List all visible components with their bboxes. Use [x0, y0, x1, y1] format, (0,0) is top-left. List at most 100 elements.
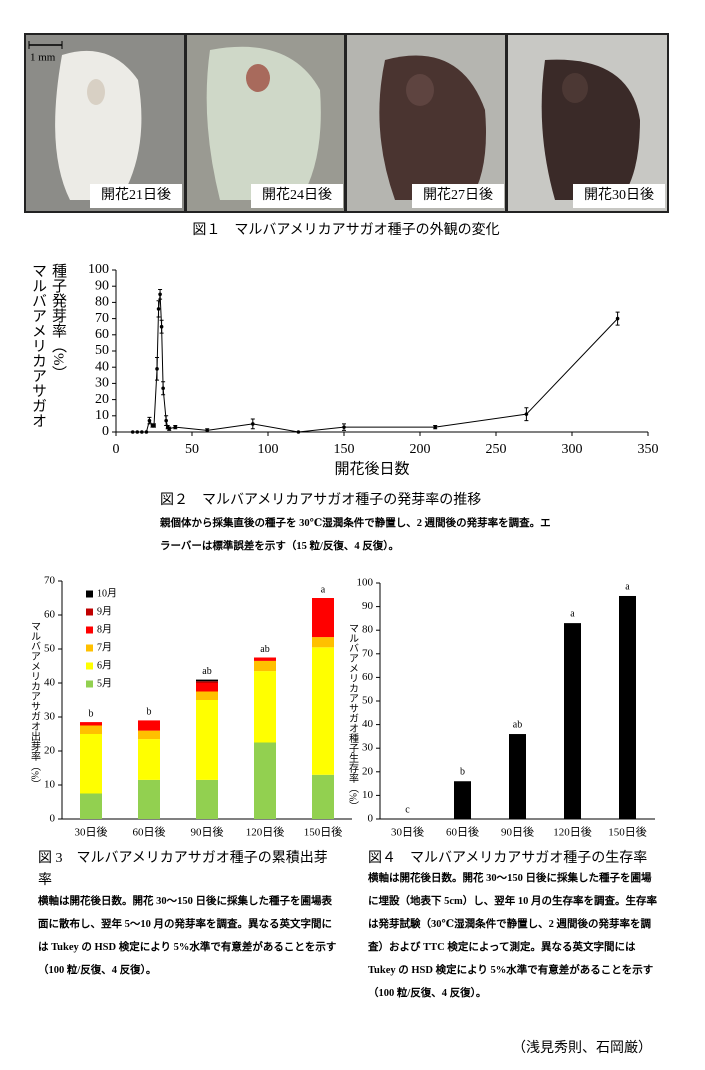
x-tick-label: 250 [486, 442, 507, 457]
bar [564, 623, 581, 819]
y-tick-label: 60 [95, 327, 109, 342]
y-tick-label: 100 [88, 262, 109, 277]
bar-segment [312, 598, 334, 638]
figure-caption: 図１ マルバアメリカアサガオ種子の外観の変化 [192, 222, 499, 238]
y-axis-label: マルバアメリカアサガオ出芽率（%） [29, 621, 41, 789]
y-tick-label: 40 [362, 718, 374, 730]
figure-note: 横軸は開花後日数。開花 30～150 日後に採集した種子を圃場に埋設（地表下 5… [368, 873, 658, 999]
data-point [433, 425, 438, 429]
bar-segment [254, 660, 276, 672]
y-tick-label: 20 [362, 765, 374, 777]
data-point [251, 422, 255, 426]
bar-segment [138, 730, 160, 740]
x-tick-label: 60日後 [446, 825, 479, 839]
bar-segment [312, 774, 334, 819]
bar [454, 781, 471, 819]
seed [379, 55, 486, 200]
y-tick-label: 30 [95, 376, 109, 391]
significance-letter: ab [260, 644, 269, 655]
bar-segment [196, 681, 218, 683]
author: （浅見秀則、石岡厳） [512, 1040, 652, 1056]
hilum [87, 79, 105, 105]
x-tick-label: 150日後 [608, 825, 647, 839]
panel-label: 開花27日後 [423, 187, 493, 203]
bar-segment [196, 679, 218, 682]
data-point [152, 423, 156, 428]
significance-letter: b [147, 707, 152, 718]
y-tick-label: 20 [95, 392, 109, 407]
bar-segment [254, 742, 276, 819]
legend-label: 9月 [97, 605, 112, 617]
significance-letter: b [89, 708, 94, 719]
data-point [140, 430, 144, 434]
x-tick-label: 120日後 [246, 825, 285, 839]
x-tick-label: 200 [410, 442, 431, 457]
x-axis-label: 開花後日数 [334, 460, 409, 477]
x-tick-label: 90日後 [501, 825, 534, 839]
x-tick-label: 0 [113, 442, 120, 457]
x-tick-label: 350 [638, 442, 659, 457]
bar-segment [80, 793, 102, 819]
x-tick-label: 150日後 [304, 825, 343, 839]
data-point [167, 426, 171, 431]
y-tick-label: 100 [357, 577, 374, 589]
y-axis-label: 種子発芽率（%） [50, 263, 67, 381]
y-tick-label: 60 [362, 671, 374, 683]
data-point [342, 425, 346, 429]
significance-letter: c [405, 804, 410, 815]
data-point [164, 418, 168, 423]
y-tick-label: 0 [368, 813, 374, 825]
legend-swatch [86, 680, 93, 688]
bar-segment [138, 720, 160, 731]
label-box [412, 184, 504, 208]
x-tick-label: 120日後 [553, 825, 592, 839]
y-tick-label: 30 [362, 742, 374, 754]
bar-segment [312, 647, 334, 775]
legend-label: 6月 [97, 659, 112, 671]
y-tick-label: 10 [362, 789, 374, 801]
legend-label: 5月 [97, 677, 112, 689]
significance-letter: a [321, 584, 326, 595]
y-tick-label: 0 [50, 813, 56, 825]
bar-segment [196, 700, 218, 780]
legend-label: 8月 [97, 623, 112, 635]
y-tick-label: 40 [44, 677, 56, 689]
legend-swatch [86, 644, 93, 652]
bar-segment [138, 739, 160, 780]
y-tick-label: 70 [44, 575, 56, 587]
x-tick-label: 30日後 [391, 825, 424, 839]
y-tick-label: 50 [44, 643, 56, 655]
y-tick-label: 90 [362, 600, 374, 612]
legend-label: 7月 [97, 641, 112, 653]
x-tick-label: 100 [258, 442, 279, 457]
bar-segment [196, 779, 218, 819]
hilum [406, 74, 434, 106]
bar [619, 595, 636, 819]
label-box [90, 184, 182, 208]
y-tick-label: 80 [362, 624, 374, 636]
hilum [246, 64, 270, 92]
legend-swatch [86, 662, 93, 670]
data-point [205, 428, 209, 433]
x-tick-label: 300 [562, 442, 583, 457]
scale-label: 1 mm [30, 52, 56, 64]
y-tick-label: 30 [44, 711, 56, 723]
bar-segment [254, 671, 276, 743]
data-point [158, 292, 162, 297]
y-tick-label: 80 [95, 295, 109, 310]
y-axis-label: マルバアメリカアサガオ種子生存率（%） [347, 623, 359, 811]
data-point [147, 418, 152, 423]
data-point [144, 430, 149, 434]
label-box [573, 184, 665, 208]
bar-segment [80, 725, 102, 734]
significance-letter: ab [202, 666, 211, 677]
significance-letter: a [570, 608, 575, 619]
bar-segment [80, 722, 102, 726]
figure-caption: 図 3 マルバアメリカアサガオ種子の累積出芽率 [38, 851, 328, 888]
seed [55, 50, 142, 201]
data-point [156, 307, 161, 311]
significance-letter: a [625, 581, 630, 592]
x-tick-label: 60日後 [133, 825, 166, 839]
hilum [562, 73, 588, 103]
